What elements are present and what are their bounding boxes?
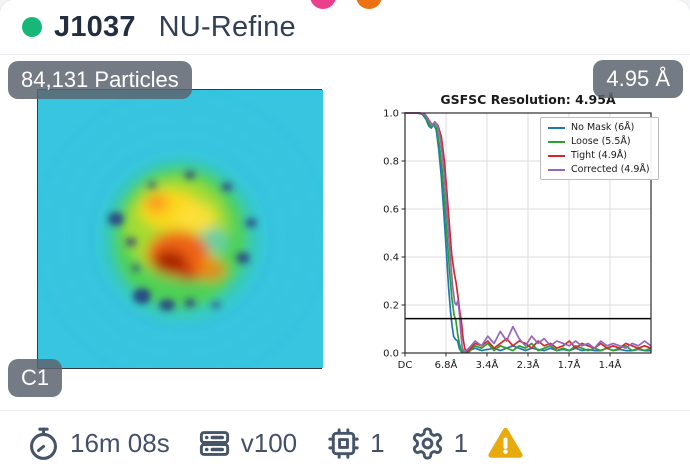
indicator-dot-pink [310, 0, 336, 9]
server-icon [199, 430, 229, 456]
legend-entry: Tight (4.9Å) [548, 150, 650, 161]
legend-label: No Mask (6Å) [571, 122, 635, 133]
y-tick-label: 1.0 [383, 109, 399, 120]
job-card-header: J1037 NU-Refine [0, 0, 690, 55]
cpu-icon [328, 427, 359, 459]
x-tick-label: DC [398, 360, 413, 371]
params-count: 1 [453, 427, 469, 458]
legend-entry: Corrected (4.9Å) [548, 164, 650, 175]
indicator-dot-orange [356, 0, 382, 9]
chart-legend: No Mask (6Å) Loose (5.5Å) Tight (4.9Å) Corr… [540, 117, 659, 180]
fsc-curve [404, 112, 652, 353]
legend-entry: No Mask (6Å) [548, 122, 650, 133]
params-group: 1 [410, 426, 468, 461]
fsc-curve [404, 112, 652, 353]
gpu-group: 1 [326, 426, 385, 461]
legend-label: Tight (4.9Å) [571, 150, 627, 161]
resolution-badge: 4.95 Å [593, 60, 683, 98]
y-tick-label: 0.6 [383, 205, 399, 216]
chart-title: GSFSC Resolution: 4.95Å [440, 92, 616, 107]
y-tick-label: 0.2 [383, 301, 399, 312]
timer-icon [30, 427, 57, 460]
runtime-group: 16m 08s [26, 426, 170, 461]
lane-label: v100 [240, 427, 298, 458]
particle-density-map [37, 89, 323, 369]
particles-badge: 84,131 Particles [8, 61, 192, 99]
legend-line-swatch [548, 126, 565, 129]
lane-group: v100 [197, 426, 297, 461]
job-title: NU-Refine [158, 10, 296, 43]
legend-line-swatch [548, 140, 565, 143]
x-tick-label: 1.4Å [599, 358, 622, 371]
gear-icon [412, 426, 442, 460]
legend-label: Corrected (4.9Å) [571, 164, 650, 175]
legend-line-swatch [548, 154, 565, 157]
job-id: J1037 [54, 10, 136, 43]
fsc-curve [404, 112, 652, 353]
gpu-count: 1 [370, 427, 385, 458]
legend-entry: Loose (5.5Å) [548, 136, 650, 147]
runtime-label: 16m 08s [70, 427, 170, 458]
y-tick-label: 0.0 [383, 349, 399, 360]
symmetry-badge: C1 [8, 359, 63, 397]
fsc-resolution-chart: GSFSC Resolution: 4.95Å No Mask (6Å) Loos… [378, 90, 690, 385]
legend-line-swatch [548, 168, 565, 171]
x-tick-label: 2.3Å [517, 358, 540, 371]
x-tick-label: 1.7Å [558, 358, 581, 371]
x-tick-label: 6.8Å [435, 358, 458, 371]
y-tick-label: 0.8 [383, 157, 399, 168]
density-map-image [38, 90, 323, 368]
job-card-footer: 16m 08s v100 1 [0, 410, 690, 475]
warning-icon[interactable] [488, 426, 523, 461]
legend-label: Loose (5.5Å) [571, 136, 631, 147]
y-tick-label: 0.4 [383, 253, 399, 264]
x-tick-label: 3.4Å [476, 358, 499, 371]
job-status-dot [22, 17, 42, 37]
warning-group[interactable] [488, 426, 523, 461]
